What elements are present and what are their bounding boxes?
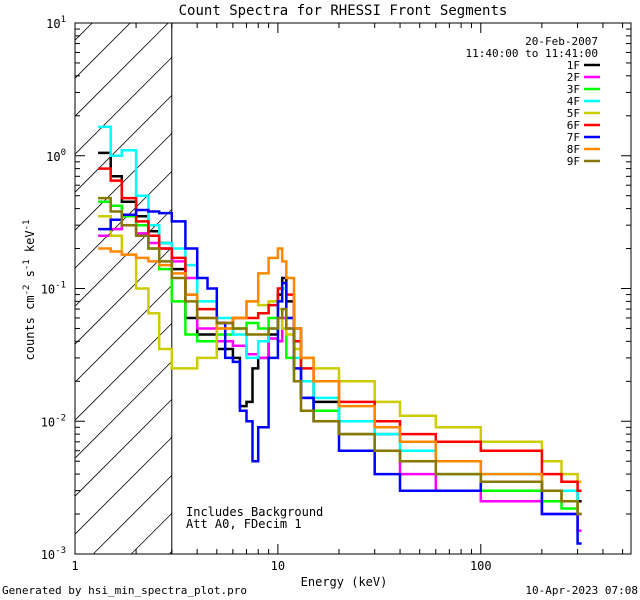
chart-title: Count Spectra for RHESSI Front Segments bbox=[179, 3, 508, 19]
legend-label-9F: 9F bbox=[567, 155, 580, 168]
x-tick-label: 100 bbox=[470, 559, 492, 573]
hatch-line bbox=[74, 323, 173, 421]
axis-tick-labels: 1 10 100 10-3 10-2 10-1 100 101 bbox=[41, 15, 492, 573]
legend-label-4F: 4F bbox=[567, 95, 580, 108]
x-axis-label: Energy (keV) bbox=[301, 575, 388, 589]
hatch-line bbox=[92, 475, 173, 555]
hatch-line bbox=[74, 437, 173, 535]
footer-generated-by: Generated by hsi_min_spectra_plot.pro bbox=[2, 584, 248, 597]
series-group bbox=[98, 125, 582, 545]
series-line-4F bbox=[98, 125, 582, 516]
time-range-label: 11:40:00 to 11:41:00 bbox=[466, 47, 598, 60]
hatch-line bbox=[74, 133, 173, 231]
series-line-7F bbox=[98, 208, 582, 545]
series-line-9F bbox=[98, 196, 582, 516]
hatch-line bbox=[74, 171, 173, 269]
hatch-line bbox=[74, 95, 173, 193]
x-tick-label: 1 bbox=[71, 559, 78, 573]
hatch-line bbox=[74, 57, 173, 155]
y-tick-label: 101 bbox=[46, 15, 66, 31]
note-background: Includes Background bbox=[186, 505, 323, 519]
y-axis-label: counts cm-2 s-1 keV-1 bbox=[22, 220, 37, 361]
hatch-line bbox=[74, 399, 173, 497]
legend-label-5F: 5F bbox=[567, 107, 580, 120]
y-tick-label: 10-2 bbox=[41, 413, 66, 429]
hatch-line bbox=[130, 513, 173, 555]
background-hatched-region bbox=[74, 22, 173, 555]
hatch-line bbox=[74, 361, 173, 459]
legend-label-7F: 7F bbox=[567, 131, 580, 144]
date-label: 20-Feb-2007 bbox=[525, 35, 598, 48]
hatch-line bbox=[74, 22, 131, 79]
hatch-line bbox=[74, 22, 93, 41]
y-tick-label: 10-3 bbox=[41, 546, 66, 562]
y-tick-label: 10-1 bbox=[41, 281, 66, 297]
hatch-line bbox=[74, 285, 173, 383]
legend-label-2F: 2F bbox=[567, 71, 580, 84]
axis-ticks bbox=[74, 23, 631, 555]
y-tick-label: 100 bbox=[46, 148, 66, 164]
footer-timestamp: 10-Apr-2023 07:08 bbox=[525, 584, 638, 597]
legend-label-8F: 8F bbox=[567, 143, 580, 156]
hatch-line bbox=[74, 247, 173, 345]
hatch-line bbox=[74, 22, 169, 117]
legend-label-6F: 6F bbox=[567, 119, 580, 132]
legend-label-1F: 1F bbox=[567, 59, 580, 72]
hatch-line bbox=[74, 209, 173, 307]
x-tick-label: 10 bbox=[271, 559, 285, 573]
legend-label-3F: 3F bbox=[567, 83, 580, 96]
note-attenuator: Att A0, FDecim 1 bbox=[186, 517, 302, 531]
